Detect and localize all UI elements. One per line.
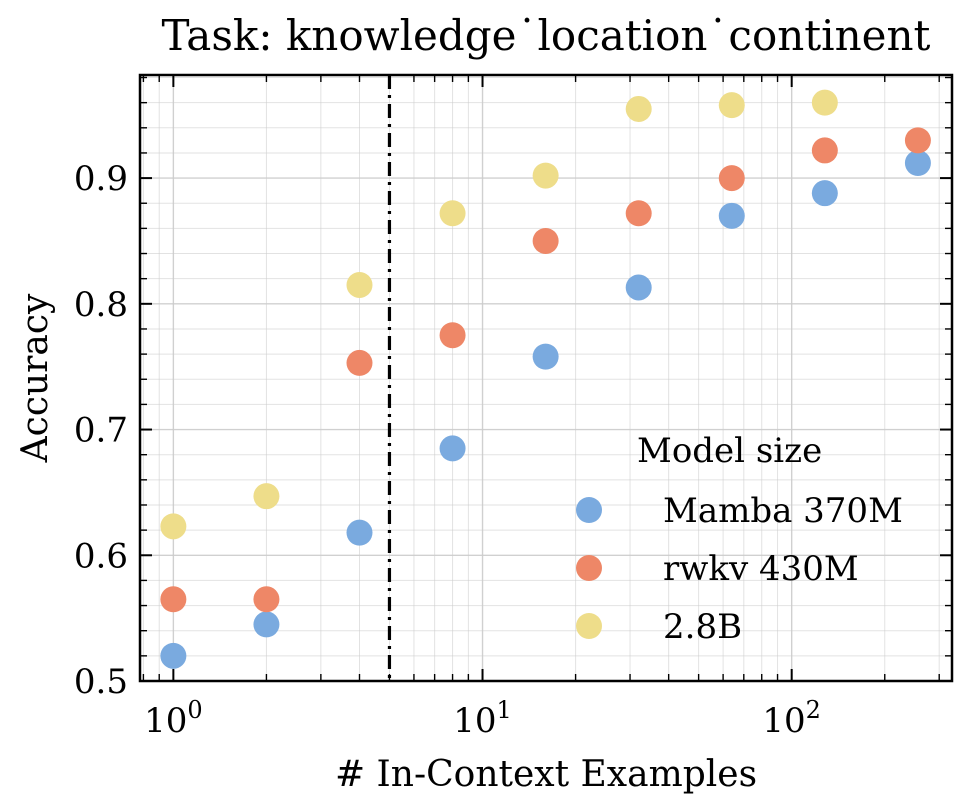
legend: Model size Mamba 370M rwkv 430M 2.8B	[576, 431, 903, 647]
point-series-1	[160, 642, 187, 669]
point-series-1	[904, 150, 931, 177]
y-tick-label: 0.7	[74, 411, 128, 451]
point-series-2	[625, 200, 652, 227]
point-series-3	[160, 513, 187, 540]
legend-label-1: Mamba 370M	[663, 491, 903, 531]
point-series-2	[439, 322, 466, 349]
point-series-2	[811, 137, 838, 164]
point-series-1	[811, 180, 838, 207]
point-series-3	[625, 95, 652, 122]
point-series-2	[532, 227, 559, 254]
chart-title: Task: knowledge˙location˙continent	[162, 11, 931, 60]
legend-title: Model size	[637, 431, 822, 471]
point-series-3	[439, 200, 466, 227]
y-tick-label: 0.8	[74, 285, 128, 325]
y-tick-label: 0.5	[74, 662, 128, 702]
y-tick-label: 0.9	[74, 159, 128, 199]
point-series-2	[904, 127, 931, 154]
legend-marker-1	[576, 497, 602, 523]
point-series-3	[811, 89, 838, 116]
plot-frame	[138, 73, 954, 683]
point-series-2	[253, 586, 280, 613]
x-tick-labels: 100 101 102	[144, 696, 821, 741]
legend-label-3: 2.8B	[663, 607, 742, 647]
point-series-3	[718, 92, 745, 119]
y-tick-label: 0.6	[74, 536, 128, 576]
axis-ticks	[140, 75, 952, 682]
legend-marker-2	[576, 555, 602, 581]
y-axis-label: Accuracy	[15, 293, 56, 463]
point-series-2	[346, 349, 373, 376]
data-points	[160, 89, 931, 669]
point-series-1	[625, 274, 652, 301]
x-tick-label: 100	[144, 696, 203, 741]
legend-label-2: rwkv 430M	[663, 549, 859, 589]
point-series-2	[160, 586, 187, 613]
point-series-3	[346, 271, 373, 298]
point-series-1	[439, 435, 466, 462]
point-series-3	[532, 162, 559, 189]
x-tick-label: 102	[762, 696, 821, 741]
x-axis-label: # In-Context Examples	[335, 754, 757, 795]
point-series-1	[532, 343, 559, 370]
y-tick-labels: 0.5 0.6 0.7 0.8 0.9	[74, 159, 128, 702]
x-tick-label: 101	[453, 696, 512, 741]
point-series-2	[718, 165, 745, 192]
point-series-3	[253, 483, 280, 510]
point-series-1	[346, 519, 373, 546]
legend-marker-3	[576, 613, 602, 639]
point-series-1	[718, 202, 745, 229]
point-series-1	[253, 611, 280, 638]
